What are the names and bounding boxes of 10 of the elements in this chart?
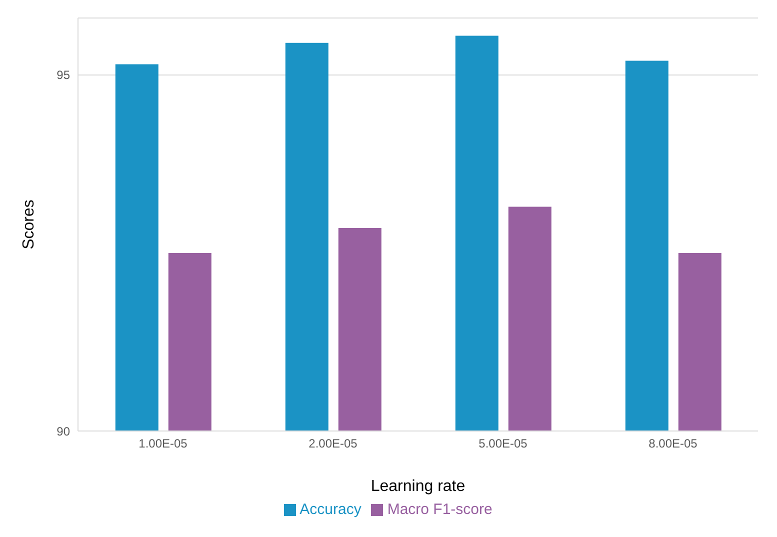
y-tick-label: 90 — [56, 424, 70, 438]
x-tick-label: 2.00E-05 — [308, 436, 358, 451]
legend-label: Accuracy — [300, 501, 362, 518]
x-tick-label: 8.00E-05 — [648, 436, 698, 451]
x-tick-label: 1.00E-05 — [138, 436, 188, 451]
x-tick-label: 5.00E-05 — [478, 436, 528, 451]
y-axis-title: Scores — [20, 200, 38, 250]
x-axis-title: Learning rate — [370, 478, 466, 495]
legend-label: Macro F1-score — [387, 501, 492, 518]
y-tick-label: 95 — [56, 68, 70, 82]
